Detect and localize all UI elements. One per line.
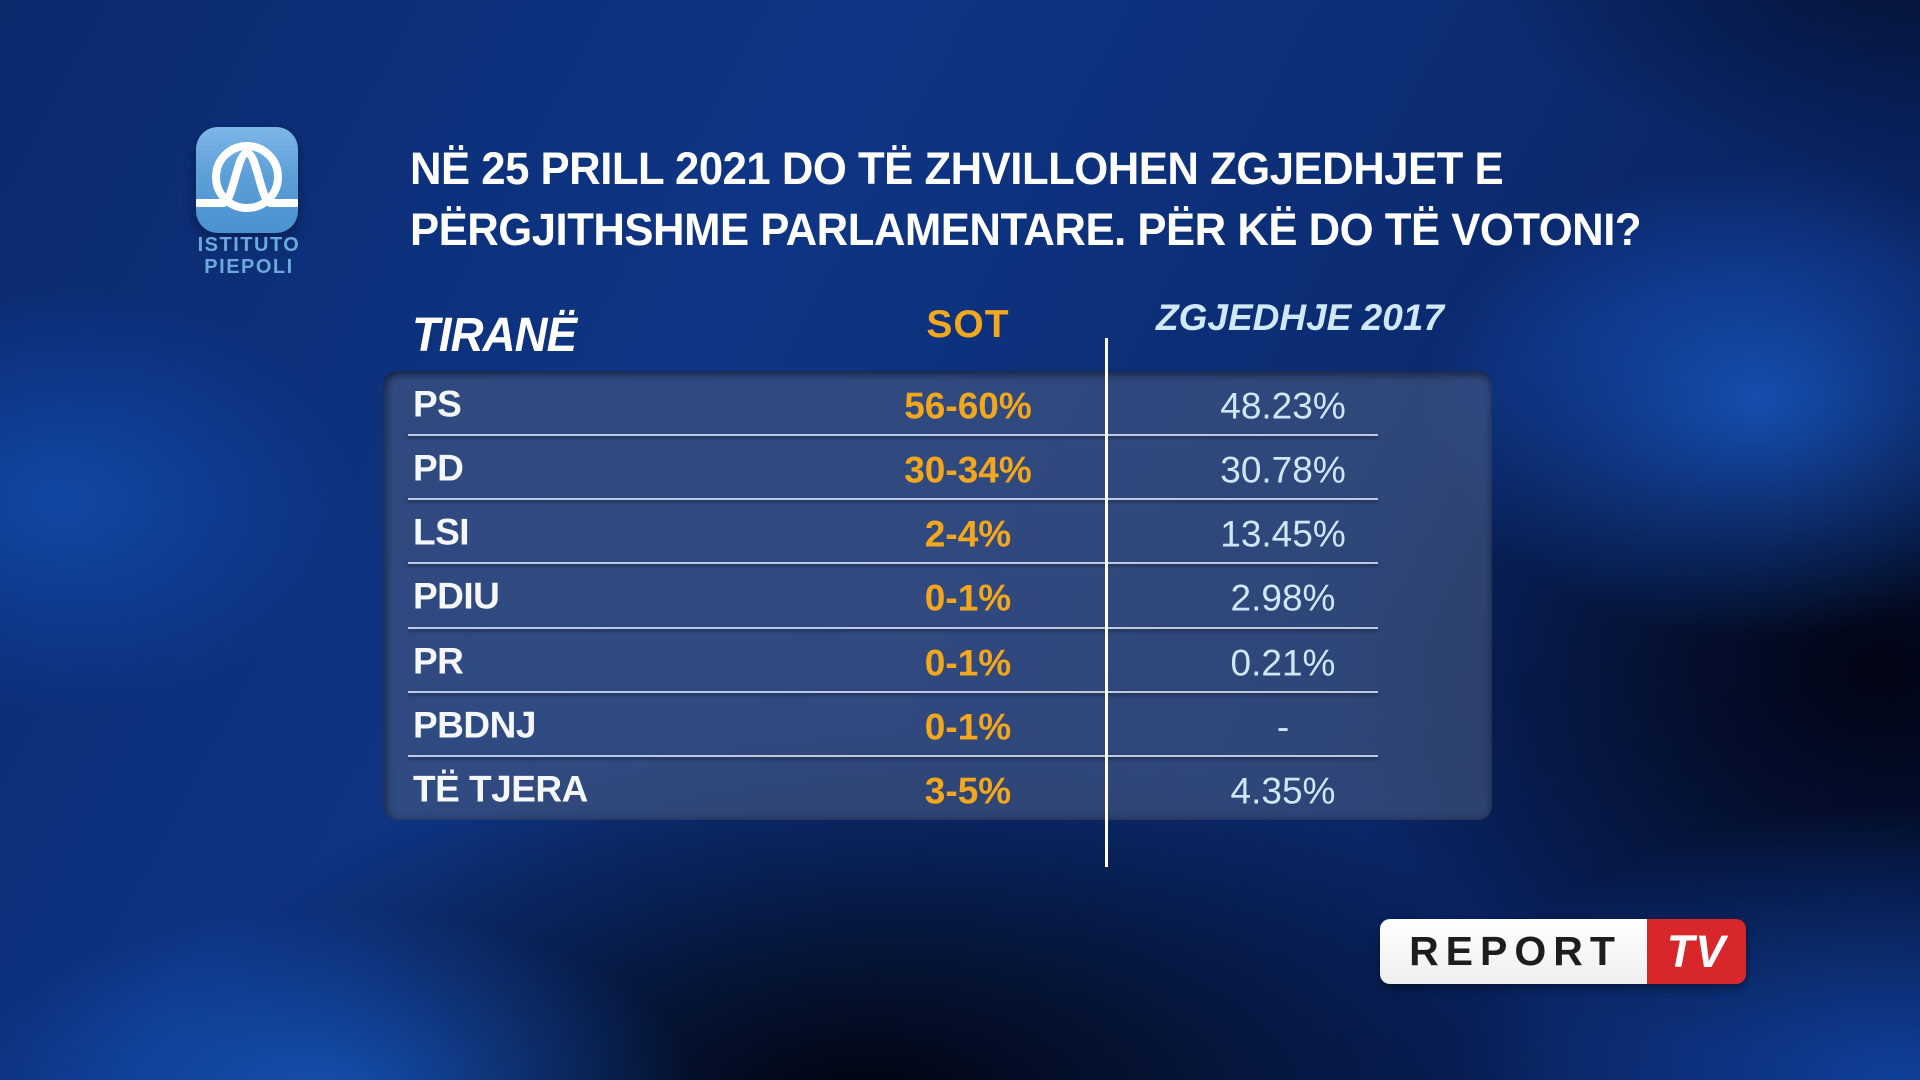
table-row: TË TJERA 3-5% 4.35% bbox=[383, 756, 1492, 820]
value-2017: 30.78% bbox=[1220, 449, 1346, 491]
region-label: TIRANË bbox=[412, 309, 577, 362]
table-row: PBDNJ 0-1% - bbox=[383, 692, 1492, 757]
party-label: PR bbox=[413, 640, 464, 682]
today-value: 0-1% bbox=[924, 706, 1012, 748]
value-2017: 13.45% bbox=[1220, 513, 1346, 555]
column-divider-line bbox=[1105, 338, 1108, 867]
report-tv-logo: REPORT TV bbox=[1380, 919, 1746, 984]
value-2017: 48.23% bbox=[1220, 385, 1346, 427]
piepoli-line2: PIEPOLI bbox=[204, 256, 294, 278]
poll-question-title: NË 25 PRILL 2021 DO TË ZHVILLOHEN ZGJEDH… bbox=[410, 138, 1710, 260]
today-value: 56-60% bbox=[904, 385, 1032, 427]
piepoli-logo-text: ISTITUTO PIEPOLI bbox=[168, 234, 330, 278]
party-label: PBDNJ bbox=[413, 704, 536, 746]
column-header-today: SOT bbox=[926, 303, 1010, 346]
value-2017: 2.98% bbox=[1230, 577, 1336, 619]
today-value: 30-34% bbox=[904, 449, 1032, 491]
value-2017: 4.35% bbox=[1230, 770, 1336, 812]
report-tv-logo-report: REPORT bbox=[1380, 919, 1647, 984]
title-line1: NË 25 PRILL 2021 DO TË ZHVILLOHEN ZGJEDH… bbox=[410, 143, 1504, 194]
column-header-2017: ZGJEDHJE 2017 bbox=[1156, 297, 1444, 338]
today-value: 0-1% bbox=[924, 641, 1012, 683]
party-label: LSI bbox=[413, 511, 470, 553]
report-tv-logo-tv: TV bbox=[1647, 919, 1746, 984]
table-row: PDIU 0-1% 2.98% bbox=[383, 563, 1492, 629]
party-label: PDIU bbox=[413, 576, 500, 618]
table-row: PD 30-34% 30.78% bbox=[383, 435, 1492, 501]
today-value: 0-1% bbox=[924, 577, 1012, 619]
table-row: PS 56-60% 48.23% bbox=[383, 371, 1492, 437]
value-2017: 0.21% bbox=[1230, 641, 1336, 683]
today-value: 3-5% bbox=[924, 770, 1012, 812]
party-label: PD bbox=[413, 447, 464, 489]
value-2017: - bbox=[1276, 706, 1290, 748]
party-label: TË TJERA bbox=[413, 768, 588, 810]
title-line2: PËRGJITHSHME PARLAMENTARE. PËR KË DO TË … bbox=[410, 204, 1642, 255]
piepoli-line1: ISTITUTO bbox=[197, 234, 301, 256]
table-row: PR 0-1% 0.21% bbox=[383, 628, 1492, 693]
gauss-curve-icon bbox=[196, 142, 298, 212]
results-table: PS 56-60% 48.23% PD 30-34% 30.78% LSI 2-4% 13.45… bbox=[383, 371, 1492, 820]
table-row: LSI 2-4% 13.45% bbox=[383, 499, 1492, 565]
today-value: 2-4% bbox=[924, 513, 1012, 555]
party-label: PS bbox=[413, 383, 462, 425]
piepoli-logo bbox=[196, 127, 298, 233]
